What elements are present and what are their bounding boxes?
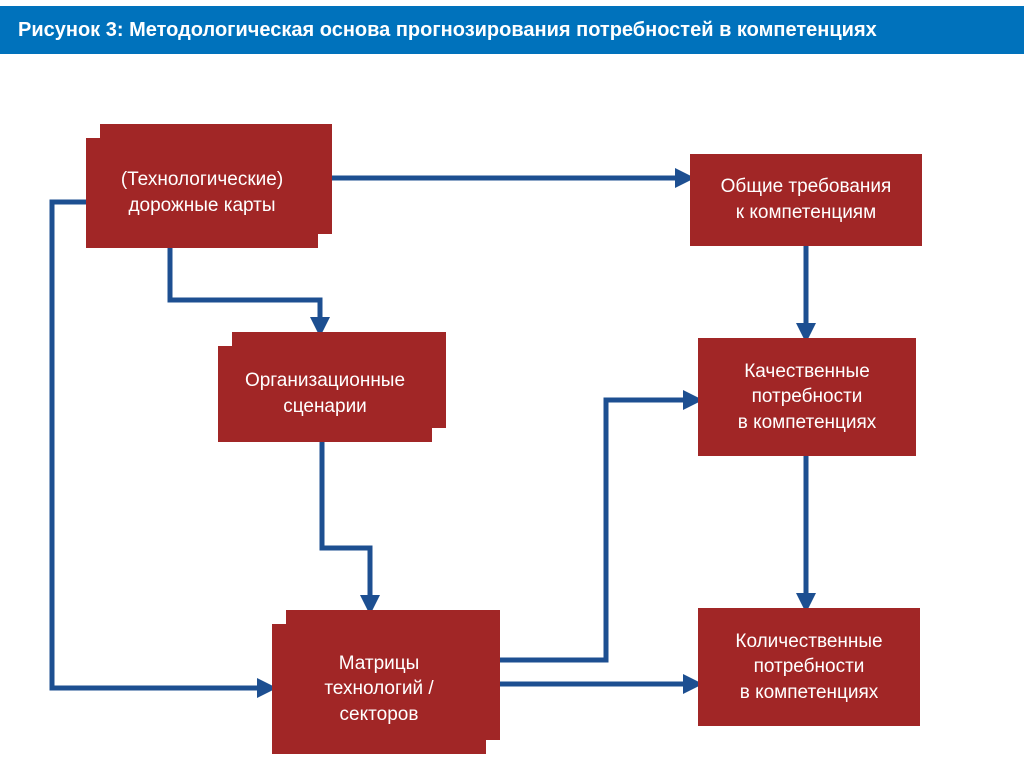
figure-title-text: Рисунок 3: Методологическая основа прогн…: [18, 19, 877, 42]
edge-roadmaps-to-scenarios: [170, 248, 320, 332]
node-matrices: Матрицытехнологий /секторов: [272, 624, 486, 754]
node-scenarios: Организационныесценарии: [218, 346, 432, 442]
edge-roadmaps-to-matrices: [52, 202, 272, 688]
edge-scenarios-to-matrices: [322, 442, 370, 610]
flowchart-canvas: Рисунок 3: Методологическая основа прогн…: [0, 0, 1024, 767]
figure-title-bar: Рисунок 3: Методологическая основа прогн…: [0, 6, 1024, 54]
node-qual: Качественныепотребностив компетенциях: [698, 338, 916, 456]
edge-matrices-to-qual: [486, 400, 698, 660]
node-quant: Количественныепотребностив компетенциях: [698, 608, 920, 726]
node-roadmaps: (Технологические)дорожные карты: [86, 138, 318, 248]
node-reqs: Общие требованияк компетенциям: [690, 154, 922, 246]
